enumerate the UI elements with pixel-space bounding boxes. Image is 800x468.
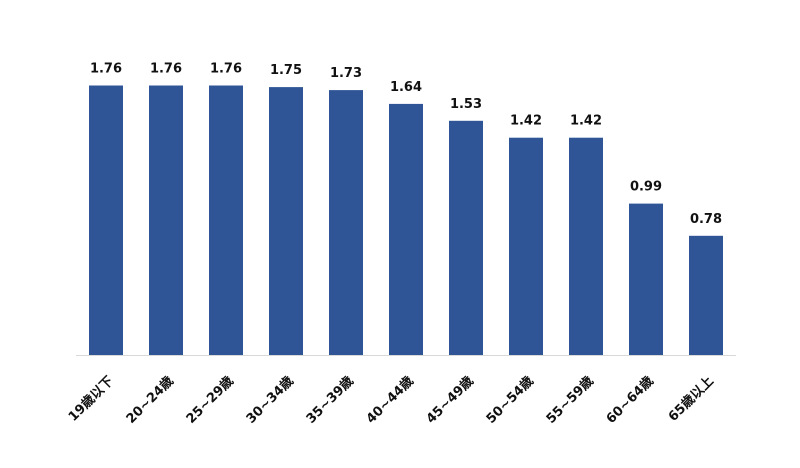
x-tick-label-6: 45~49歳 bbox=[423, 373, 477, 427]
value-label-8: 1.42 bbox=[570, 114, 602, 129]
bar-3 bbox=[269, 87, 303, 356]
x-tick-label-3: 30~34歳 bbox=[243, 373, 297, 427]
value-label-1: 1.76 bbox=[150, 62, 182, 77]
value-label-10: 0.78 bbox=[690, 212, 722, 227]
x-tick-label-7: 50~54歳 bbox=[483, 373, 537, 427]
x-tick-label-1: 20~24歳 bbox=[123, 373, 177, 427]
bar-5 bbox=[389, 103, 423, 356]
value-label-0: 1.76 bbox=[90, 62, 122, 77]
value-label-2: 1.76 bbox=[210, 62, 242, 77]
bar-10 bbox=[689, 235, 723, 356]
x-tick-label-8: 55~59歳 bbox=[543, 373, 597, 427]
x-tick-label-2: 25~29歳 bbox=[183, 373, 237, 427]
value-label-3: 1.75 bbox=[270, 63, 302, 78]
bar-7 bbox=[509, 137, 543, 356]
x-tick-labels-group: 19歳以下 20~24歳 25~29歳 30~34歳 35~39歳 40~44歳 45~49… bbox=[65, 373, 717, 427]
value-label-9: 0.99 bbox=[630, 180, 662, 195]
x-tick-label-9: 60~64歳 bbox=[603, 373, 657, 427]
value-label-5: 1.64 bbox=[390, 80, 422, 95]
bar-1 bbox=[149, 85, 183, 356]
x-tick-label-5: 40~44歳 bbox=[363, 373, 417, 427]
bar-6 bbox=[449, 120, 483, 356]
bar-8 bbox=[569, 137, 603, 356]
bar-2 bbox=[209, 85, 243, 356]
bars-group bbox=[89, 85, 723, 356]
bar-9 bbox=[629, 203, 663, 356]
x-tick-label-4: 35~39歳 bbox=[303, 373, 357, 427]
value-label-7: 1.42 bbox=[510, 114, 542, 129]
value-labels-group: 1.76 1.76 1.76 1.75 1.73 1.64 1.53 1.42 1.42 0.99… bbox=[90, 62, 722, 227]
value-label-6: 1.53 bbox=[450, 97, 482, 112]
bar-4 bbox=[329, 90, 363, 356]
x-tick-label-0: 19歳以下 bbox=[65, 373, 117, 425]
x-tick-label-10: 65歳以上 bbox=[665, 373, 717, 425]
bar-0 bbox=[89, 85, 123, 356]
value-label-4: 1.73 bbox=[330, 66, 362, 81]
